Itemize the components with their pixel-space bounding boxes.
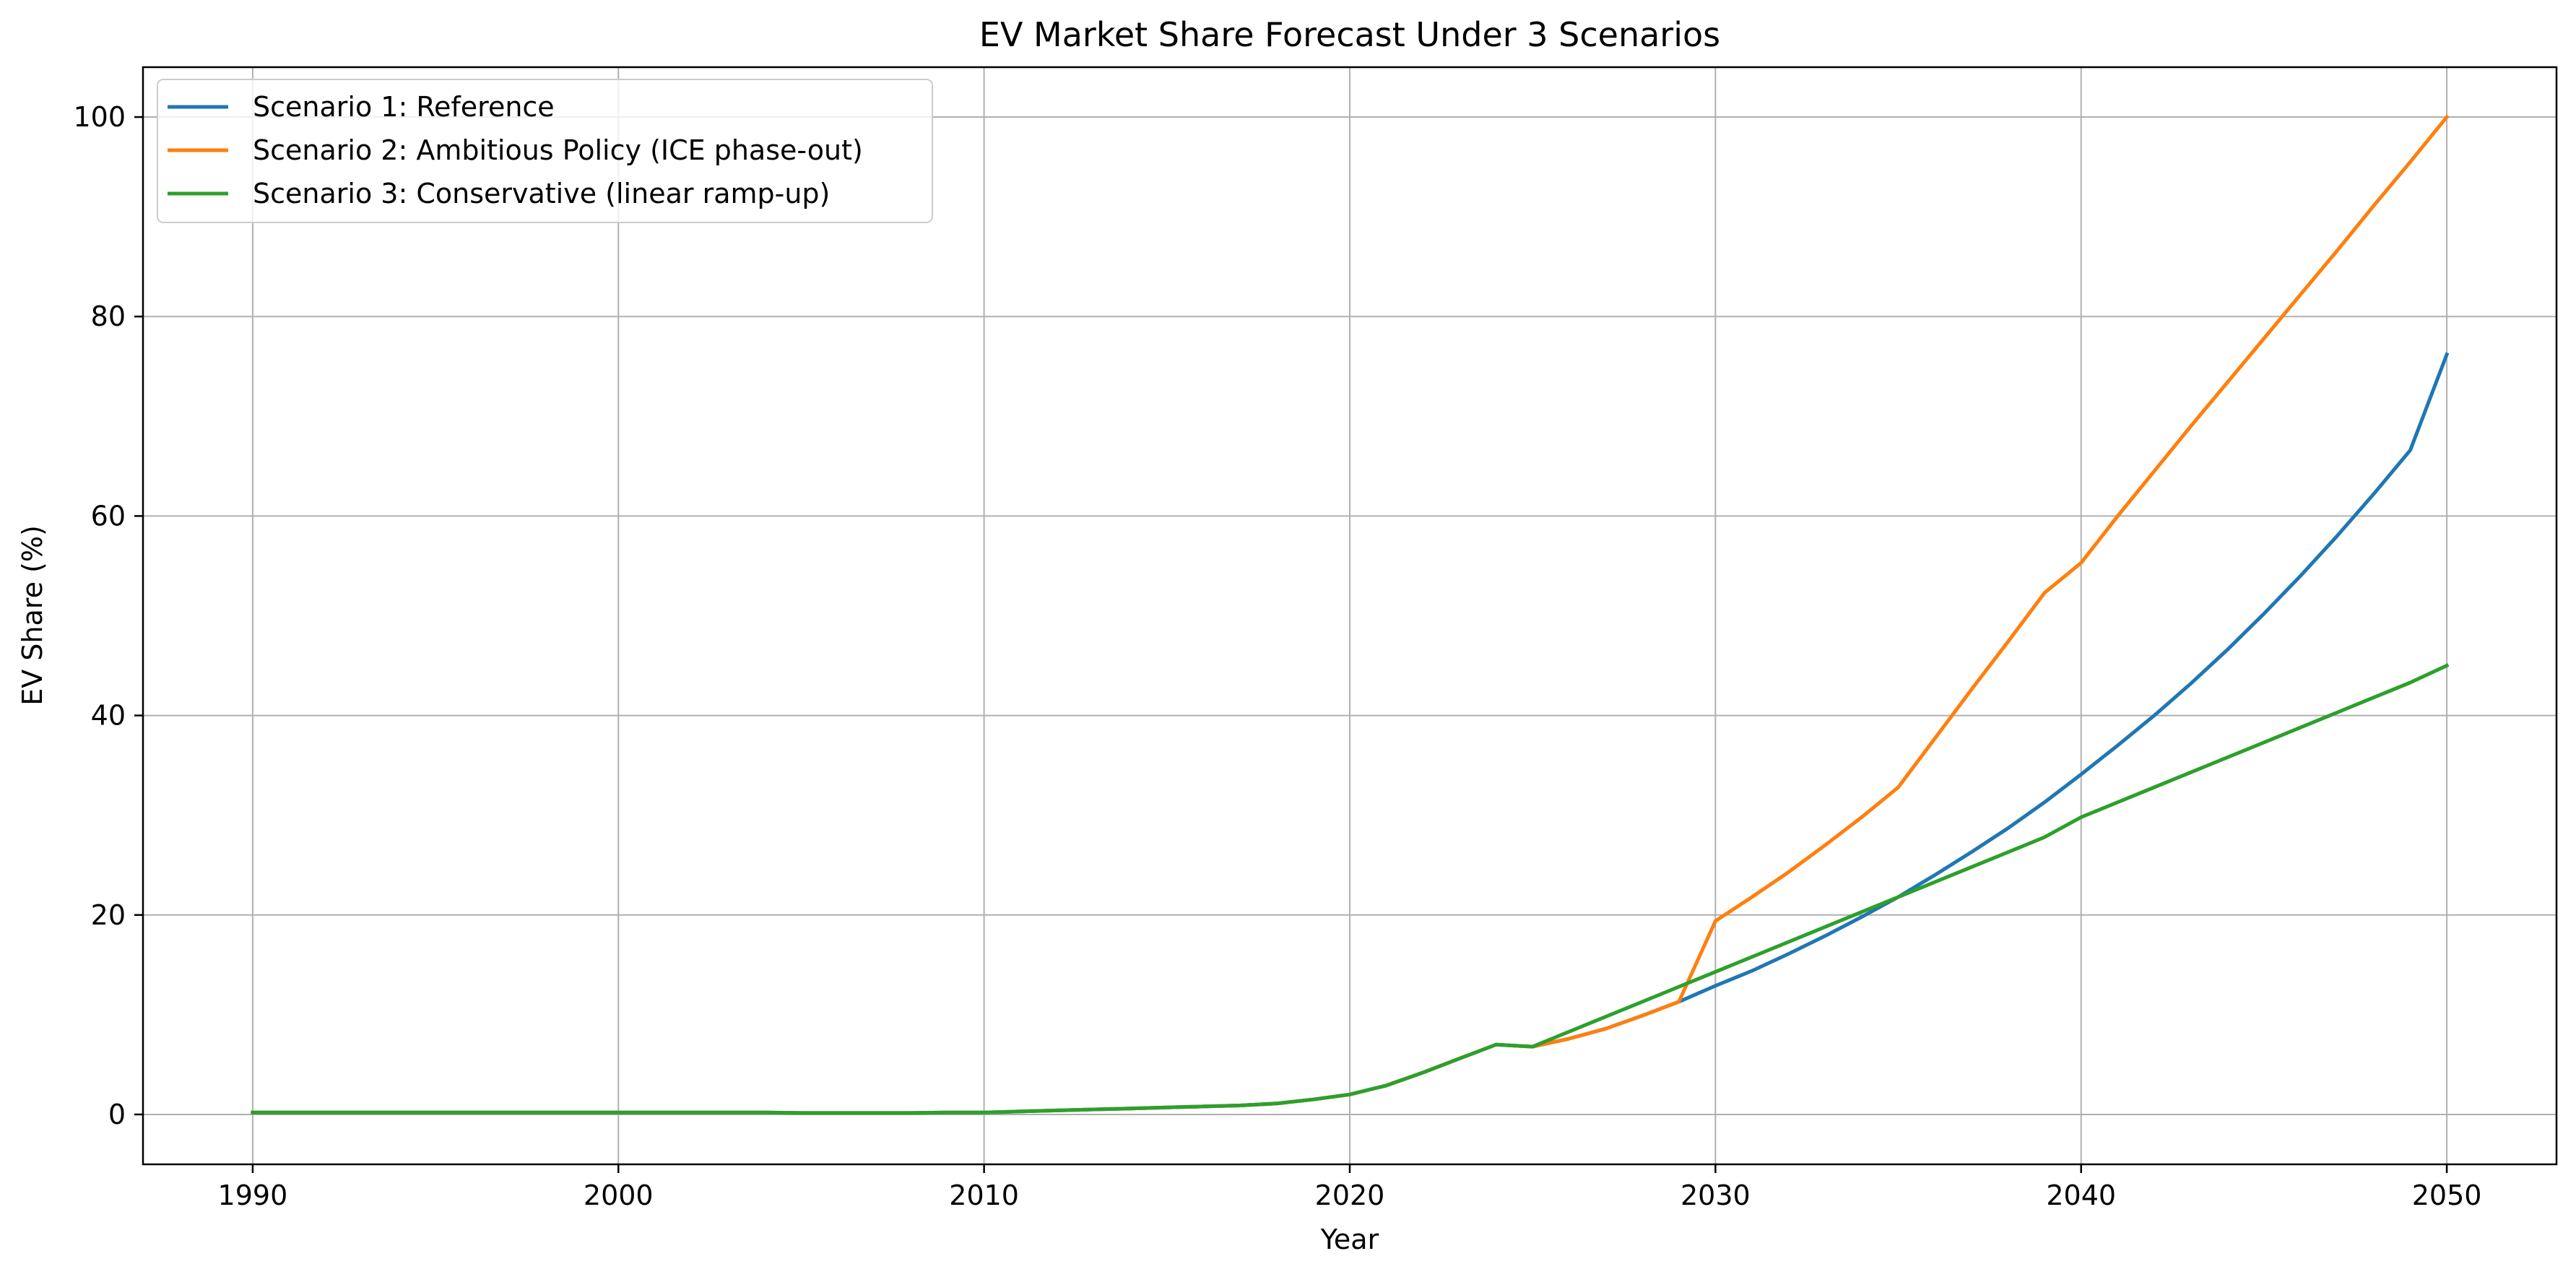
legend-label: Scenario 3: Conservative (linear ramp-up… [253,178,830,209]
x-tick-label: 2030 [1681,1179,1751,1211]
legend-label: Scenario 2: Ambitious Policy (ICE phase-… [253,134,863,166]
y-axis-title: EV Share (%) [17,525,48,706]
x-axis-title: Year [1320,1224,1379,1255]
y-tick-label: 100 [73,101,126,133]
legend-box [157,79,933,223]
x-tick-label: 2040 [2046,1179,2116,1211]
y-tick-label: 60 [91,500,126,532]
x-tick-label: 2000 [584,1179,654,1211]
y-tick-label: 20 [91,899,126,931]
x-tick-label: 2050 [2412,1179,2482,1211]
chart-title: EV Market Share Forecast Under 3 Scenari… [979,15,1720,54]
x-tick-label: 1990 [218,1179,288,1211]
y-tick-label: 40 [91,700,126,732]
legend: Scenario 1: Reference Scenario 2: Ambitio… [157,79,933,223]
x-tick-label: 2020 [1315,1179,1385,1211]
y-tick-label: 0 [108,1099,126,1130]
series-lines [251,114,2450,1115]
legend-label: Scenario 1: Reference [253,91,555,123]
y-tick-label: 80 [91,300,126,332]
x-tick-label: 2010 [949,1179,1019,1211]
series-line-3 [251,663,2450,1115]
